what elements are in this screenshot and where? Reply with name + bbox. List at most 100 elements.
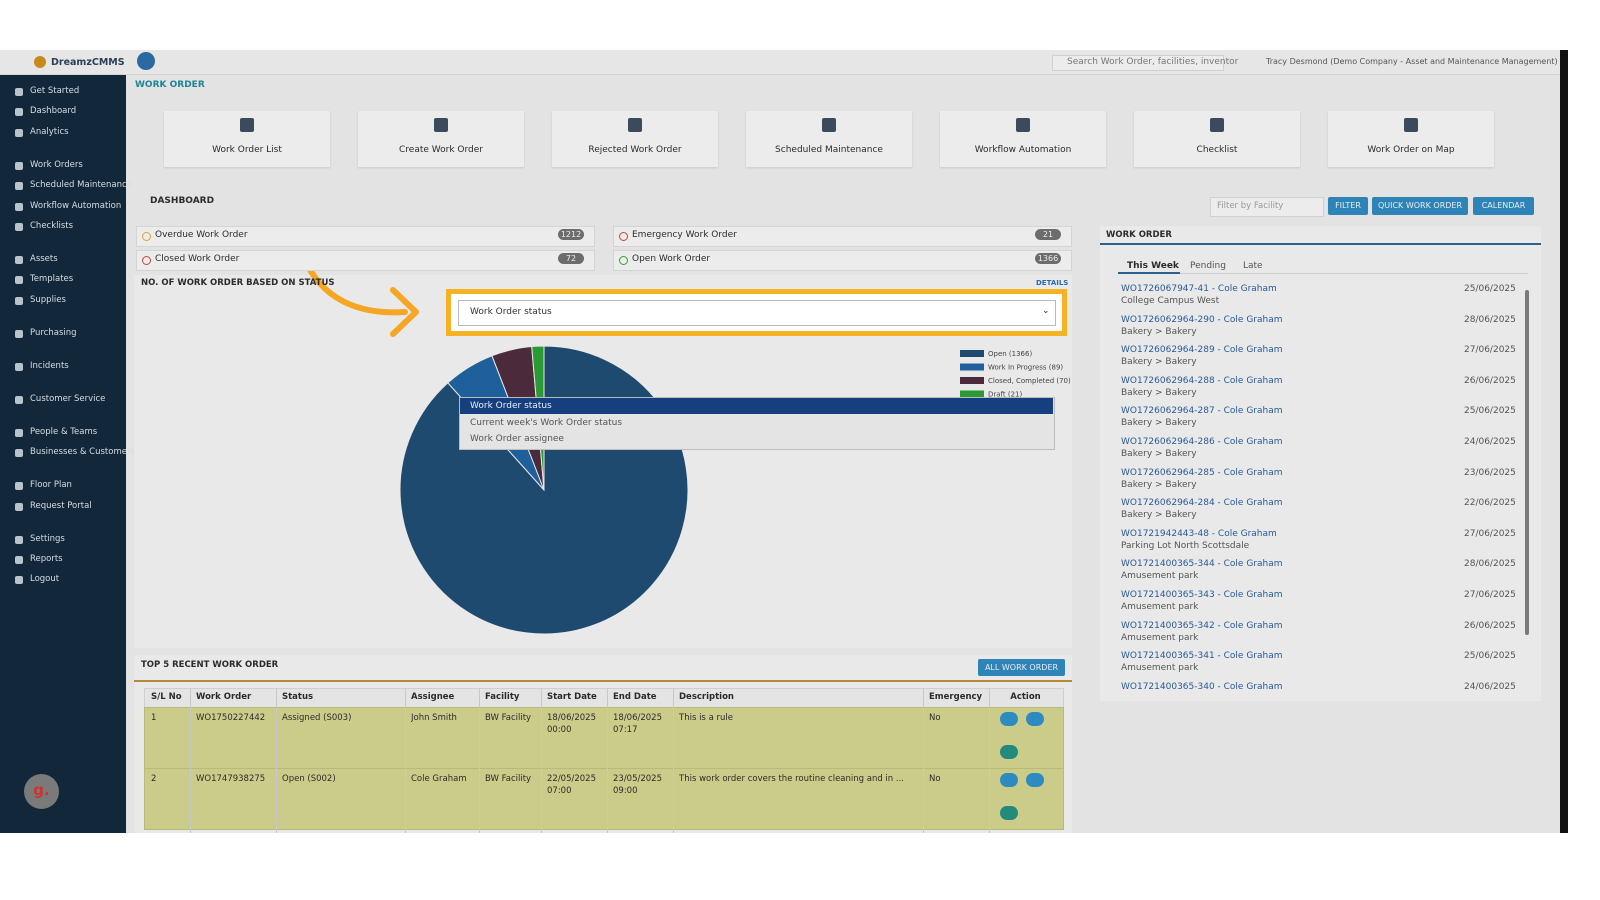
- scrollbar: [1560, 50, 1568, 833]
- sidebar-item[interactable]: Checklists: [30, 221, 74, 231]
- list-item-subtitle: Amusement park: [1121, 571, 1199, 582]
- stat-count: 72: [558, 253, 584, 264]
- column-header: Assignee: [411, 692, 455, 702]
- action-button[interactable]: [1000, 745, 1018, 759]
- list-item-title[interactable]: WO1726062964-286 - Cole Graham: [1121, 437, 1283, 447]
- column-divider: [989, 688, 990, 833]
- action-button[interactable]: [1000, 806, 1018, 820]
- table-cell: No: [929, 713, 941, 723]
- stat-count: 1366: [1035, 253, 1061, 264]
- list-item-date: 23/06/2025: [1464, 467, 1516, 478]
- sidebar-item[interactable]: Dashboard: [30, 106, 77, 117]
- table-cell: BW Facility: [485, 713, 532, 723]
- page-title: WORK ORDER: [135, 80, 205, 90]
- tab[interactable]: This Week: [1127, 261, 1179, 271]
- select-option[interactable]: Work Order status: [470, 401, 552, 411]
- list-item-title[interactable]: WO1721942443-48 - Cole Graham: [1121, 528, 1277, 539]
- sidebar-icon: [15, 276, 23, 285]
- column-header: Status: [282, 692, 314, 702]
- select-option[interactable]: Work Order assignee: [470, 434, 564, 444]
- list-item-subtitle: Bakery > Bakery: [1121, 357, 1197, 368]
- sidebar-item[interactable]: Get Started: [30, 86, 80, 96]
- sidebar-item[interactable]: Purchasing: [30, 327, 77, 338]
- status-select[interactable]: [458, 300, 1056, 326]
- list-item-title[interactable]: WO1721400365-344 - Cole Graham: [1121, 559, 1283, 570]
- sidebar-item[interactable]: Scheduled Maintenance: [30, 180, 132, 191]
- tile-icon: [822, 118, 836, 132]
- sidebar-item[interactable]: Incidents: [30, 360, 69, 371]
- list-item-title[interactable]: WO1721400365-340 - Cole Graham: [1121, 681, 1283, 692]
- button[interactable]: [1372, 197, 1468, 215]
- filter-input[interactable]: [1210, 197, 1324, 217]
- list-item-title[interactable]: WO1726062964-290 - Cole Graham: [1121, 314, 1283, 325]
- tile-icon: [240, 118, 254, 132]
- sidebar-icon: [15, 482, 23, 491]
- sidebar-item[interactable]: Businesses & Customers: [30, 447, 135, 458]
- details-link[interactable]: DETAILS: [1036, 279, 1069, 287]
- menu-button[interactable]: [137, 52, 155, 70]
- sidebar-item[interactable]: Supplies: [30, 294, 66, 305]
- action-button[interactable]: [1026, 712, 1044, 726]
- list-item-title[interactable]: WO1721400365-342 - Cole Graham: [1121, 620, 1283, 631]
- list-item-title[interactable]: WO1726062964-284 - Cole Graham: [1121, 498, 1283, 509]
- list-item-subtitle: Bakery > Bakery: [1121, 326, 1197, 337]
- tile-label: Workflow Automation: [974, 145, 1072, 155]
- list-item-date: 25/06/2025: [1464, 284, 1516, 294]
- sidebar-item[interactable]: Analytics: [30, 126, 69, 137]
- sidebar-item[interactable]: Assets: [30, 254, 58, 264]
- sidebar-item[interactable]: Workflow Automation: [30, 200, 122, 211]
- option-selected: [460, 398, 1053, 414]
- dashboard-title: DASHBOARD: [150, 196, 215, 206]
- tab[interactable]: Pending: [1190, 261, 1226, 271]
- sidebar-item[interactable]: Reports: [30, 554, 63, 564]
- tile-label: Work Order List: [212, 145, 282, 155]
- panel-title: NO. OF WORK ORDER BASED ON STATUS: [141, 278, 335, 288]
- sidebar-item[interactable]: Work Orders: [30, 159, 83, 170]
- sidebar-item[interactable]: Templates: [30, 274, 74, 285]
- stat-label: Overdue Work Order: [155, 230, 248, 240]
- tab[interactable]: Late: [1243, 261, 1263, 271]
- recent-title: TOP 5 RECENT WORK ORDER: [141, 660, 279, 670]
- column-header: Description: [679, 692, 734, 702]
- list-item-subtitle: Bakery > Bakery: [1121, 418, 1197, 429]
- side-panel: [1100, 226, 1541, 701]
- button[interactable]: [1328, 197, 1368, 215]
- list-item-title[interactable]: WO1726062964-288 - Cole Graham: [1121, 375, 1283, 386]
- list-item-title[interactable]: WO1726062964-285 - Cole Graham: [1121, 467, 1283, 478]
- sidebar-item[interactable]: Floor Plan: [30, 480, 72, 491]
- list-item-subtitle: Amusement park: [1121, 663, 1199, 674]
- list-item-title[interactable]: WO1726062964-289 - Cole Graham: [1121, 345, 1283, 356]
- stat-icon: [619, 232, 628, 241]
- avatar-widget[interactable]: g.: [24, 774, 59, 809]
- sidebar-item[interactable]: Customer Service: [30, 393, 106, 404]
- table-cell: 1: [151, 713, 157, 723]
- tile-label: Checklist: [1196, 145, 1238, 155]
- sidebar-icon: [15, 182, 23, 191]
- search-box[interactable]: [1052, 55, 1224, 71]
- list-item-title[interactable]: WO1721400365-343 - Cole Graham: [1121, 590, 1283, 600]
- select-caret: ⌄: [1042, 306, 1050, 316]
- list-item-title[interactable]: WO1726062964-287 - Cole Graham: [1121, 406, 1283, 417]
- table-cell: 2: [151, 774, 157, 784]
- list-item-title[interactable]: WO1721400365-341 - Cole Graham: [1121, 651, 1283, 662]
- all-button[interactable]: [978, 659, 1065, 676]
- list-item-subtitle: College Campus West: [1121, 296, 1220, 306]
- user[interactable]: Tracy Desmond (Demo Company - Asset and …: [1266, 57, 1558, 66]
- table-cell: 22/05/2025 07:00: [547, 774, 596, 796]
- select-option[interactable]: Current week's Work Order status: [470, 417, 623, 428]
- list-item-date: 27/06/2025: [1464, 590, 1516, 600]
- side-underline: [1100, 243, 1541, 245]
- action-button[interactable]: [1000, 712, 1018, 726]
- action-button[interactable]: [1026, 773, 1044, 787]
- stat-card: [136, 226, 595, 247]
- sidebar-item[interactable]: Request Portal: [30, 500, 92, 511]
- sidebar-item[interactable]: People & Teams: [30, 426, 98, 437]
- action-button[interactable]: [1000, 773, 1018, 787]
- sidebar-item[interactable]: Settings: [30, 533, 65, 544]
- sidebar-icon: [15, 128, 23, 137]
- list-item-date: 26/06/2025: [1464, 375, 1516, 386]
- list-item-title[interactable]: WO1726067947-41 - Cole Graham: [1121, 284, 1277, 294]
- sidebar-item[interactable]: Logout: [30, 574, 60, 585]
- button[interactable]: [1473, 197, 1534, 215]
- list-item-subtitle: Bakery > Bakery: [1121, 510, 1197, 521]
